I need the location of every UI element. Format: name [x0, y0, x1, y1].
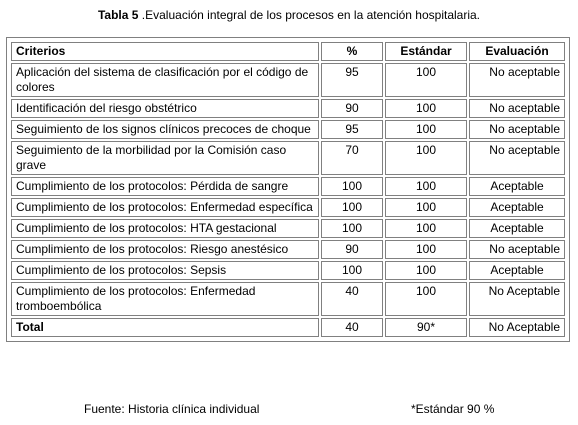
table-row: Seguimiento de los signos clínicos preco… [11, 120, 565, 139]
cell-percent: 70 [321, 141, 383, 175]
evaluation-table: Criterios % Estándar Evaluación Aplicaci… [9, 40, 567, 339]
cell-evaluacion: No aceptable [469, 141, 565, 175]
cell-percent: 90 [321, 240, 383, 259]
table-row: Cumplimiento de los protocolos: Enfermed… [11, 282, 565, 316]
cell-evaluacion: No aceptable [469, 240, 565, 259]
table-row: Cumplimiento de los protocolos: Pérdida … [11, 177, 565, 196]
cell-evaluacion: No aceptable [469, 99, 565, 118]
cell-percent: 100 [321, 177, 383, 196]
total-row: Total 40 90* No Aceptable [11, 318, 565, 337]
cell-evaluacion: Aceptable [469, 198, 565, 217]
cell-evaluacion: Aceptable [469, 177, 565, 196]
cell-percent: 95 [321, 63, 383, 97]
standard-footnote: *Estándar 90 % [411, 402, 495, 416]
header-criterios: Criterios [11, 42, 319, 61]
cell-evaluacion-total: No Aceptable [469, 318, 565, 337]
table-row: Aplicación del sistema de clasificación … [11, 63, 565, 97]
cell-estandar: 100 [385, 63, 467, 97]
cell-percent: 100 [321, 261, 383, 280]
cell-estandar: 100 [385, 240, 467, 259]
cell-evaluacion: No aceptable [469, 63, 565, 97]
cell-criterio: Cumplimiento de los protocolos: Enfermed… [11, 282, 319, 316]
cell-estandar-total: 90* [385, 318, 467, 337]
table-caption-text: .Evaluación integral de los procesos en … [138, 8, 480, 22]
table-caption: Tabla 5 .Evaluación integral de los proc… [0, 8, 578, 22]
header-percent: % [321, 42, 383, 61]
cell-percent: 95 [321, 120, 383, 139]
cell-criterio: Aplicación del sistema de clasificación … [11, 63, 319, 97]
table-row: Cumplimiento de los protocolos: Enfermed… [11, 198, 565, 217]
cell-estandar: 100 [385, 177, 467, 196]
cell-criterio: Cumplimiento de los protocolos: Enfermed… [11, 198, 319, 217]
table-row: Identificación del riesgo obstétrico 90 … [11, 99, 565, 118]
cell-percent: 100 [321, 219, 383, 238]
cell-evaluacion: Aceptable [469, 219, 565, 238]
cell-estandar: 100 [385, 282, 467, 316]
table-row: Cumplimiento de los protocolos: HTA gest… [11, 219, 565, 238]
cell-criterio: Cumplimiento de los protocolos: HTA gest… [11, 219, 319, 238]
table-caption-label: Tabla 5 [97, 8, 139, 22]
cell-criterio: Cumplimiento de los protocolos: Sepsis [11, 261, 319, 280]
header-evaluacion: Evaluación [469, 42, 565, 61]
cell-estandar: 100 [385, 120, 467, 139]
cell-evaluacion: No Aceptable [469, 282, 565, 316]
cell-criterio: Seguimiento de los signos clínicos preco… [11, 120, 319, 139]
cell-criterio: Seguimiento de la morbilidad por la Comi… [11, 141, 319, 175]
table-row: Seguimiento de la morbilidad por la Comi… [11, 141, 565, 175]
cell-criterio: Identificación del riesgo obstétrico [11, 99, 319, 118]
cell-estandar: 100 [385, 99, 467, 118]
cell-criterio-total: Total [11, 318, 319, 337]
cell-criterio: Cumplimiento de los protocolos: Riesgo a… [11, 240, 319, 259]
cell-estandar: 100 [385, 198, 467, 217]
cell-percent: 100 [321, 198, 383, 217]
cell-evaluacion: No aceptable [469, 120, 565, 139]
table-row: Cumplimiento de los protocolos: Riesgo a… [11, 240, 565, 259]
header-row: Criterios % Estándar Evaluación [11, 42, 565, 61]
cell-percent-total: 40 [321, 318, 383, 337]
cell-estandar: 100 [385, 141, 467, 175]
cell-estandar: 100 [385, 219, 467, 238]
cell-evaluacion: Aceptable [469, 261, 565, 280]
cell-percent: 90 [321, 99, 383, 118]
source-note: Fuente: Historia clínica individual [84, 402, 260, 416]
cell-criterio: Cumplimiento de los protocolos: Pérdida … [11, 177, 319, 196]
cell-percent: 40 [321, 282, 383, 316]
cell-estandar: 100 [385, 261, 467, 280]
header-estandar: Estándar [385, 42, 467, 61]
table-frame: Criterios % Estándar Evaluación Aplicaci… [6, 37, 570, 342]
table-row: Cumplimiento de los protocolos: Sepsis 1… [11, 261, 565, 280]
